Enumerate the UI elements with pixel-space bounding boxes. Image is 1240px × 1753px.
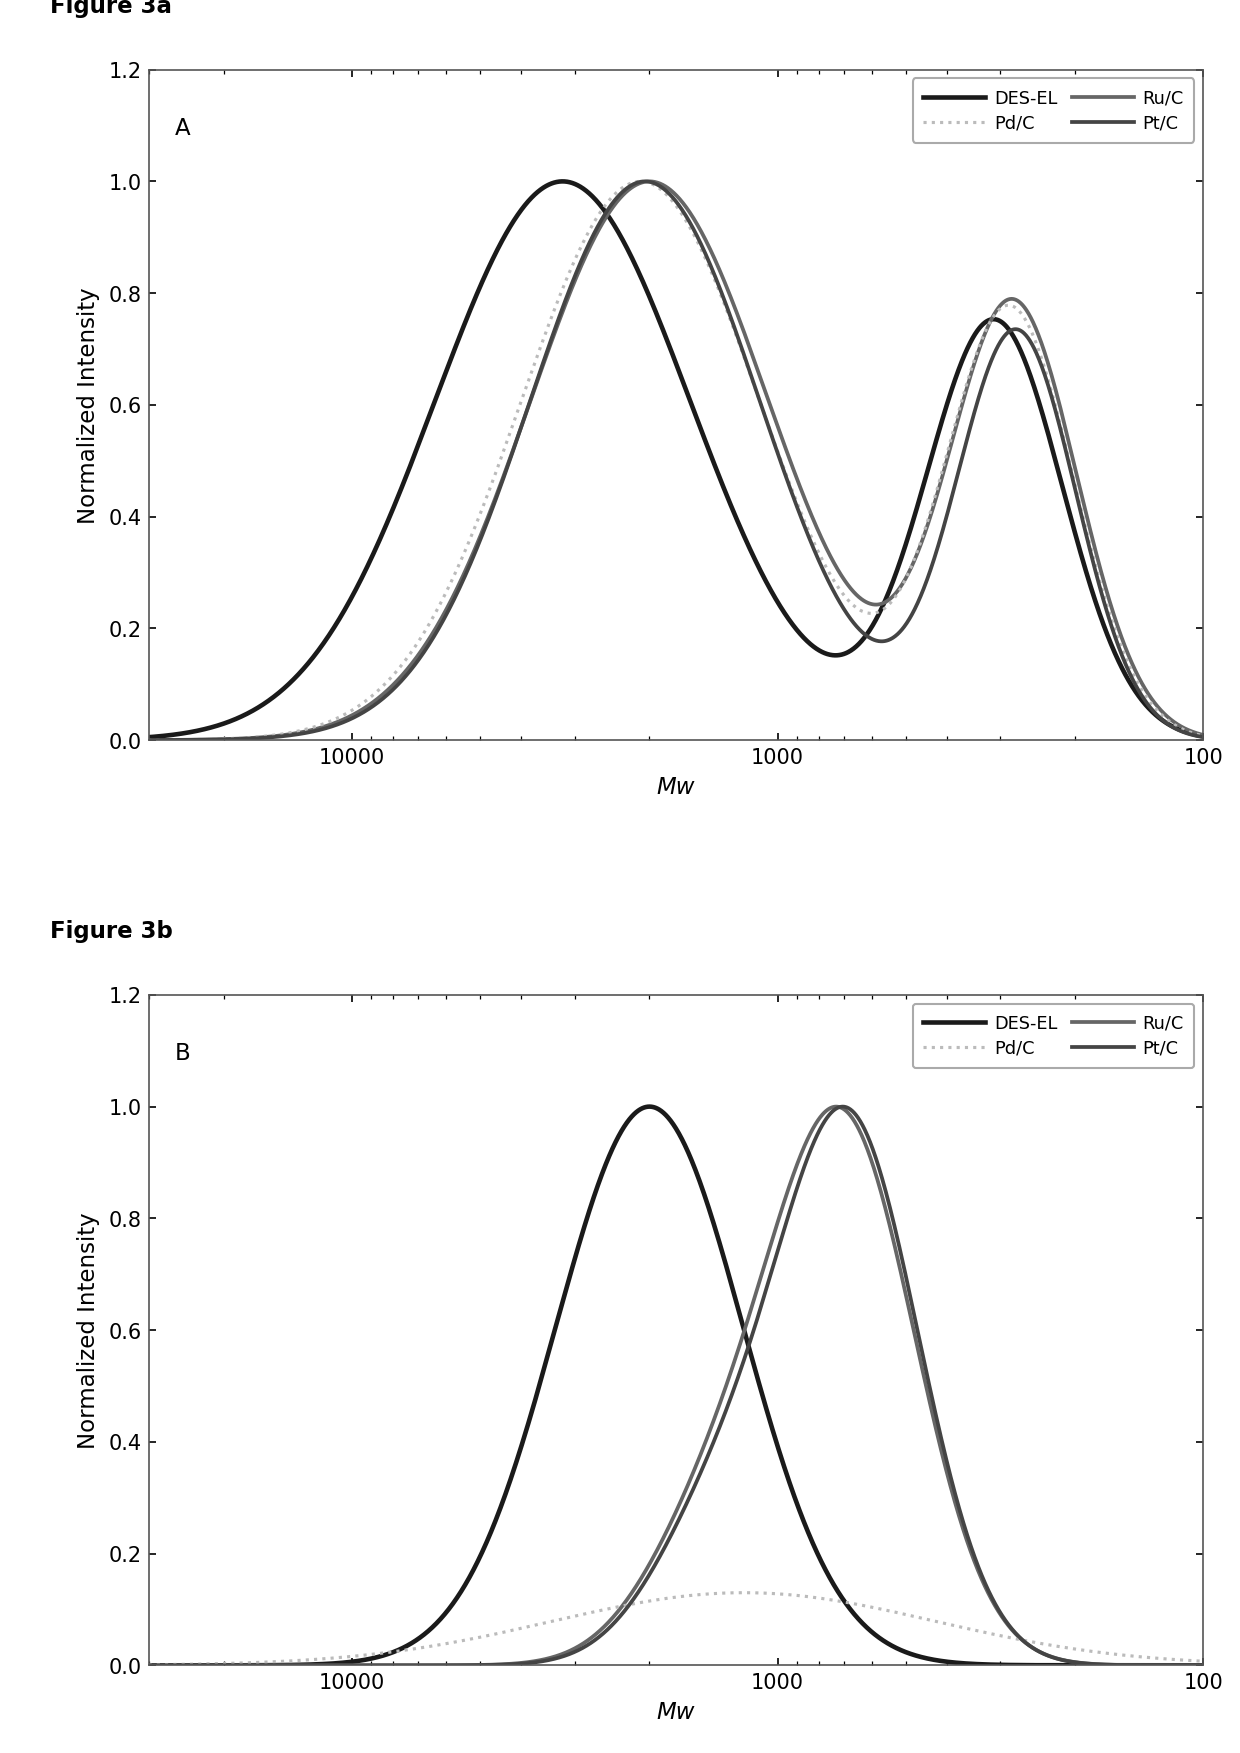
Pd/C: [632, 172, 647, 193]
Line: Pt/C: Pt/C: [120, 1106, 1240, 1665]
DES-EL: [135, 1655, 150, 1676]
Pd/C: [255, 726, 270, 747]
Pd/C: [113, 1655, 128, 1676]
Legend: DES-EL, Pd/C, Ru/C, Pt/C: DES-EL, Pd/C, Ru/C, Pt/C: [913, 1004, 1194, 1068]
Line: Pd/C: Pd/C: [120, 1593, 1240, 1665]
Ru/C: [828, 1096, 843, 1117]
Ru/C: [806, 510, 821, 531]
Pt/C: [135, 729, 150, 750]
DES-EL: [642, 1096, 657, 1117]
Ru/C: [1042, 358, 1056, 379]
Pt/C: [756, 405, 771, 426]
Ru/C: [1042, 1646, 1056, 1667]
Pt/C: [255, 1655, 270, 1676]
Pt/C: [1109, 629, 1123, 650]
Text: Figure 3a: Figure 3a: [50, 0, 171, 18]
Line: Ru/C: Ru/C: [120, 1106, 1240, 1665]
Text: B: B: [175, 1041, 191, 1066]
Ru/C: [135, 1655, 150, 1676]
DES-EL: [756, 568, 771, 589]
DES-EL: [1109, 647, 1123, 668]
Pt/C: [135, 1655, 150, 1676]
Ru/C: [113, 1655, 128, 1676]
Legend: DES-EL, Pd/C, Ru/C, Pt/C: DES-EL, Pd/C, Ru/C, Pt/C: [913, 79, 1194, 144]
Pd/C: [1236, 729, 1240, 750]
Pt/C: [1042, 380, 1056, 401]
DES-EL: [1042, 1655, 1056, 1676]
DES-EL: [1236, 1655, 1240, 1676]
Pd/C: [255, 1651, 270, 1672]
DES-EL: [255, 694, 270, 715]
Pd/C: [135, 729, 150, 750]
Pt/C: [835, 1096, 849, 1117]
Ru/C: [113, 729, 128, 750]
Line: DES-EL: DES-EL: [120, 1106, 1240, 1665]
Pd/C: [756, 405, 771, 426]
Pt/C: [806, 538, 821, 559]
Ru/C: [1236, 729, 1240, 750]
Pt/C: [1236, 1655, 1240, 1676]
Pt/C: [255, 727, 270, 749]
DES-EL: [113, 1655, 128, 1676]
Pd/C: [756, 1583, 771, 1604]
Ru/C: [135, 729, 150, 750]
Ru/C: [756, 1255, 771, 1276]
Pt/C: [805, 1134, 820, 1155]
Y-axis label: Normalized Intensity: Normalized Intensity: [77, 287, 100, 524]
Pd/C: [806, 531, 821, 552]
Pd/C: [1109, 622, 1123, 643]
Pd/C: [135, 1655, 150, 1676]
Line: Pt/C: Pt/C: [120, 182, 1240, 740]
DES-EL: [135, 727, 150, 749]
Pd/C: [1109, 1644, 1123, 1665]
Pt/C: [113, 729, 128, 750]
Pd/C: [113, 729, 128, 750]
Line: DES-EL: DES-EL: [120, 182, 1240, 740]
Ru/C: [1236, 1655, 1240, 1676]
Ru/C: [255, 727, 270, 749]
Pd/C: [1042, 1634, 1056, 1655]
Line: Pd/C: Pd/C: [120, 182, 1240, 740]
Ru/C: [805, 1118, 820, 1139]
Pt/C: [1236, 729, 1240, 750]
Text: Figure 3b: Figure 3b: [50, 920, 172, 943]
Pt/C: [637, 172, 652, 193]
Pd/C: [1236, 1653, 1240, 1674]
X-axis label: Mᴡ: Mᴡ: [656, 1700, 696, 1723]
Y-axis label: Normalized Intensity: Normalized Intensity: [77, 1211, 100, 1448]
Pd/C: [1042, 375, 1056, 396]
DES-EL: [556, 172, 570, 193]
Ru/C: [1109, 1655, 1123, 1676]
Ru/C: [1109, 612, 1123, 633]
Pt/C: [1109, 1655, 1123, 1676]
DES-EL: [113, 729, 128, 750]
DES-EL: [1042, 429, 1056, 451]
X-axis label: Mᴡ: Mᴡ: [656, 777, 696, 799]
Pt/C: [756, 1285, 771, 1306]
DES-EL: [255, 1655, 270, 1676]
Pd/C: [737, 1583, 751, 1604]
Pd/C: [806, 1586, 821, 1608]
Ru/C: [756, 380, 771, 401]
DES-EL: [1109, 1655, 1123, 1676]
Pt/C: [1042, 1646, 1056, 1667]
DES-EL: [756, 1394, 771, 1415]
Ru/C: [642, 172, 657, 193]
DES-EL: [806, 636, 821, 657]
DES-EL: [1236, 729, 1240, 750]
Text: A: A: [175, 117, 191, 140]
Ru/C: [255, 1655, 270, 1676]
Line: Ru/C: Ru/C: [120, 182, 1240, 740]
Pt/C: [113, 1655, 128, 1676]
DES-EL: [806, 1534, 821, 1555]
